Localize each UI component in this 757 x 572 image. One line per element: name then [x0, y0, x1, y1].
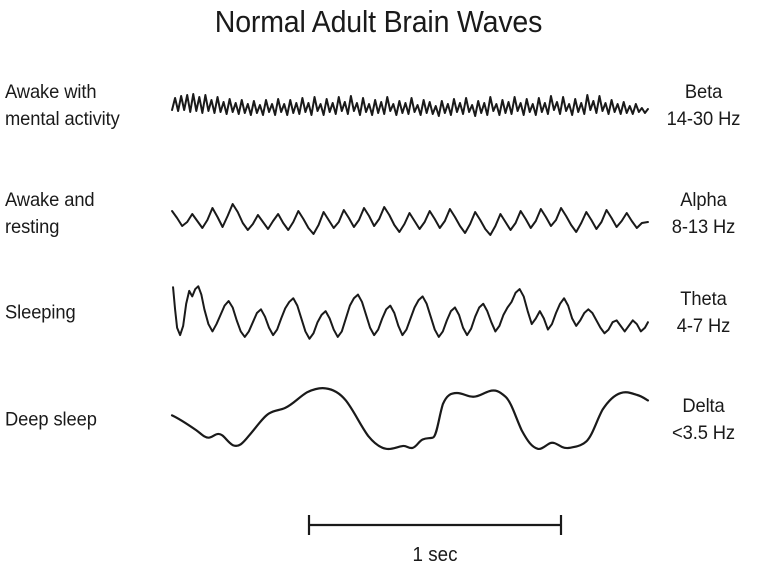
band-freq-theta: 4-7 Hz: [676, 315, 731, 337]
waveform-alpha: [168, 178, 653, 250]
waveform-delta-path: [172, 388, 648, 449]
state-label-alpha-line1: Awake and: [5, 189, 95, 211]
wave-row-theta: Sleeping Theta 4-7 Hz: [0, 278, 757, 348]
waveform-beta-path: [172, 94, 648, 116]
band-name-beta: Beta: [684, 81, 723, 103]
band-name-delta: Delta: [682, 395, 725, 417]
band-freq-beta: 14-30 Hz: [666, 108, 741, 130]
waveform-theta: [168, 278, 653, 348]
state-label-beta-line1: Awake with: [5, 81, 97, 103]
state-label-beta: Awake with mental activity: [5, 79, 155, 133]
waveform-delta: [168, 380, 653, 460]
band-name-theta: Theta: [680, 288, 727, 310]
band-label-theta: Theta 4-7 Hz: [653, 286, 754, 340]
band-name-alpha: Alpha: [680, 189, 727, 211]
state-label-alpha: Awake and resting: [5, 187, 155, 241]
time-scale-bar: [300, 505, 570, 545]
state-label-delta: Deep sleep: [5, 407, 155, 434]
state-label-alpha-line2: resting: [5, 216, 60, 238]
page-title: Normal Adult Brain Waves: [214, 4, 543, 39]
band-label-alpha: Alpha 8-13 Hz: [653, 187, 754, 241]
waveform-beta: [168, 70, 653, 142]
wave-row-beta: Awake with mental activity Beta 14-30 Hz: [0, 70, 757, 142]
band-label-delta: Delta <3.5 Hz: [653, 393, 754, 447]
state-label-theta-line1: Sleeping: [5, 301, 76, 324]
state-label-beta-line2: mental activity: [5, 108, 120, 130]
scale-bar-caption: 1 sec: [412, 544, 458, 566]
wave-row-alpha: Awake and resting Alpha 8-13 Hz: [0, 178, 757, 250]
wave-row-delta: Deep sleep Delta <3.5 Hz: [0, 380, 757, 460]
state-label-theta: Sleeping: [5, 300, 155, 327]
waveform-theta-path: [173, 286, 648, 339]
band-freq-delta: <3.5 Hz: [671, 422, 736, 444]
waveform-alpha-path: [172, 204, 648, 235]
band-freq-alpha: 8-13 Hz: [671, 216, 736, 238]
band-label-beta: Beta 14-30 Hz: [653, 79, 754, 133]
state-label-delta-line1: Deep sleep: [5, 408, 97, 431]
